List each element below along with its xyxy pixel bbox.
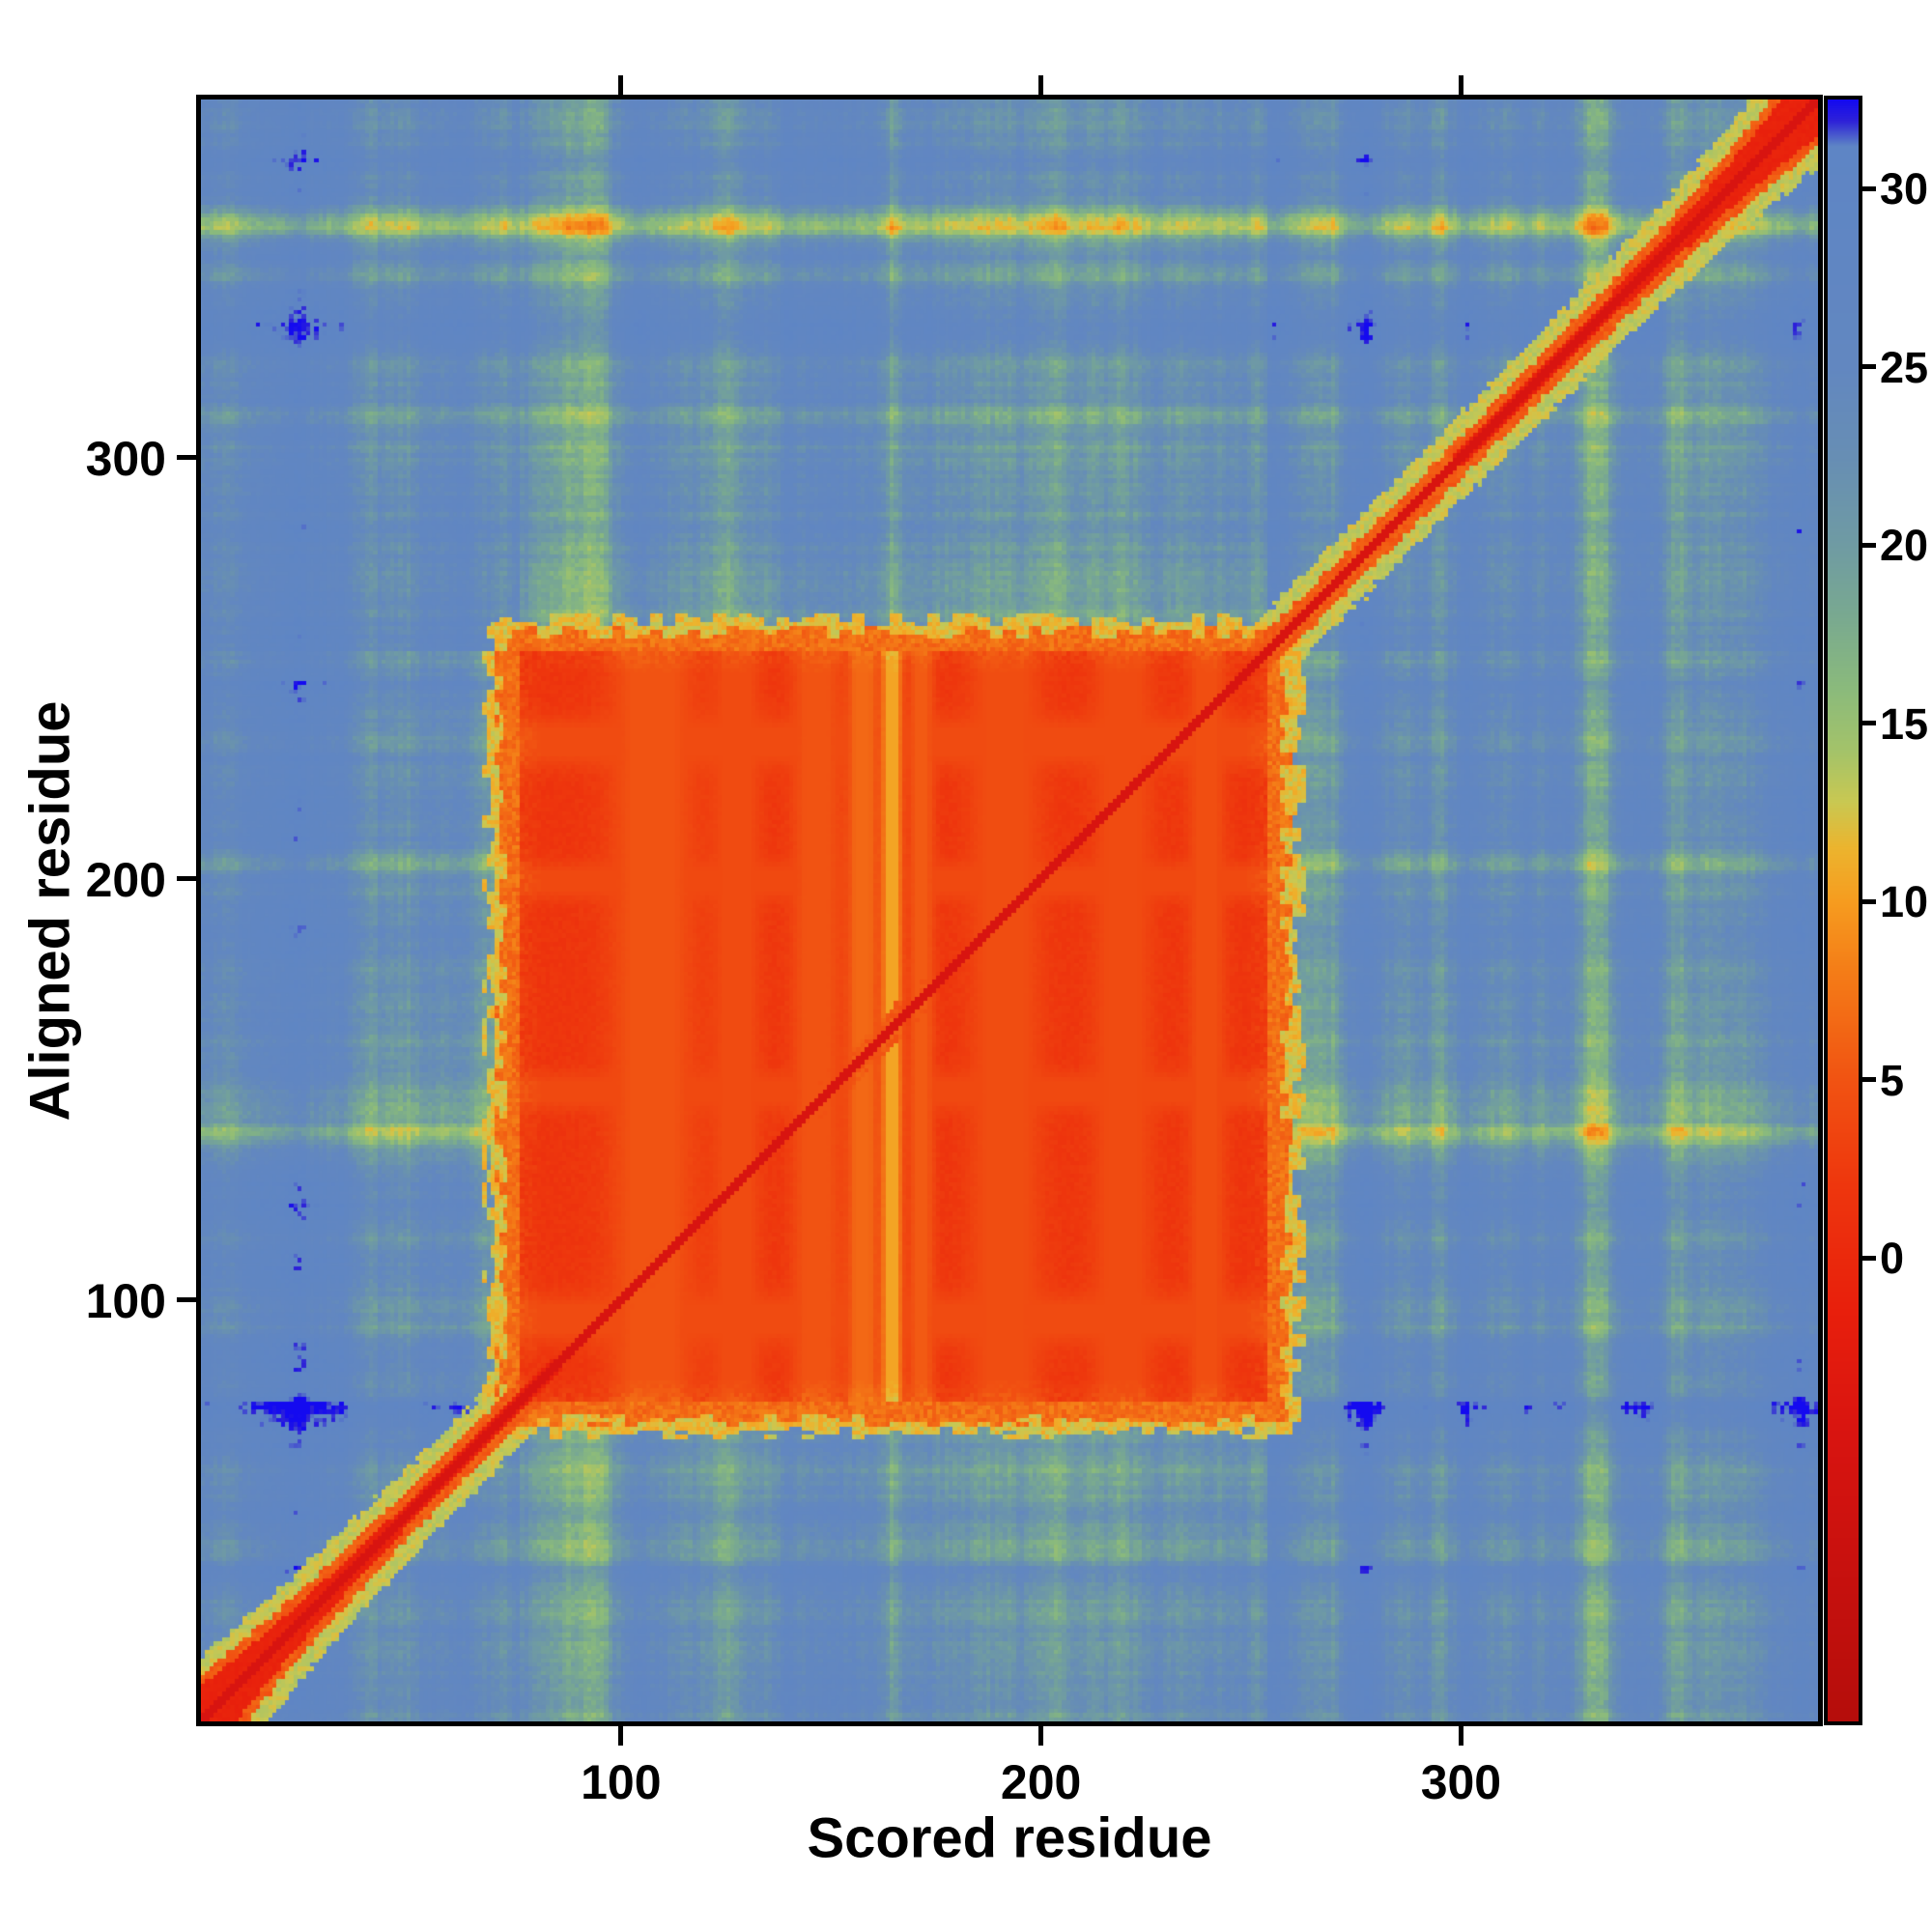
colorbar-tick-mark — [1862, 898, 1876, 904]
x-tick-mark-top — [618, 75, 624, 95]
colorbar-tick-mark — [1862, 364, 1876, 370]
y-tick-mark — [177, 876, 196, 882]
y-tick-label: 200 — [85, 852, 166, 907]
x-tick-label: 200 — [1000, 1755, 1082, 1809]
y-tick-label: 300 — [85, 431, 166, 486]
colorbar-tick-mark — [1862, 1255, 1876, 1261]
y-axis-label: Aligned residue — [18, 699, 82, 1122]
x-tick-mark-top — [1038, 75, 1044, 95]
x-tick-label: 300 — [1420, 1755, 1502, 1809]
colorbar-canvas — [1828, 99, 1859, 1721]
y-tick-mark — [177, 455, 196, 461]
colorbar-tick-label: 20 — [1880, 521, 1929, 571]
y-tick-label: 100 — [85, 1273, 166, 1328]
x-tick-mark — [618, 1726, 624, 1746]
colorbar-tick-label: 10 — [1880, 877, 1929, 927]
colorbar-tick-mark — [1862, 721, 1876, 726]
colorbar-tick-mark — [1862, 185, 1876, 191]
x-tick-mark-top — [1458, 75, 1463, 95]
colorbar-tick-mark — [1862, 1077, 1876, 1083]
x-axis-label: Scored residue — [807, 1806, 1212, 1870]
colorbar-tick-mark — [1862, 542, 1876, 548]
x-tick-mark — [1458, 1726, 1463, 1746]
colorbar-tick-label: 15 — [1880, 698, 1929, 749]
colorbar-tick-label: 30 — [1880, 164, 1929, 214]
y-tick-mark — [177, 1297, 196, 1303]
heatmap-canvas — [201, 99, 1818, 1721]
colorbar-tick-label: 5 — [1880, 1055, 1905, 1105]
x-tick-mark — [1038, 1726, 1044, 1746]
colorbar-tick-label: 25 — [1880, 342, 1929, 392]
colorbar-tick-label: 0 — [1880, 1234, 1905, 1284]
x-tick-label: 100 — [581, 1755, 662, 1809]
